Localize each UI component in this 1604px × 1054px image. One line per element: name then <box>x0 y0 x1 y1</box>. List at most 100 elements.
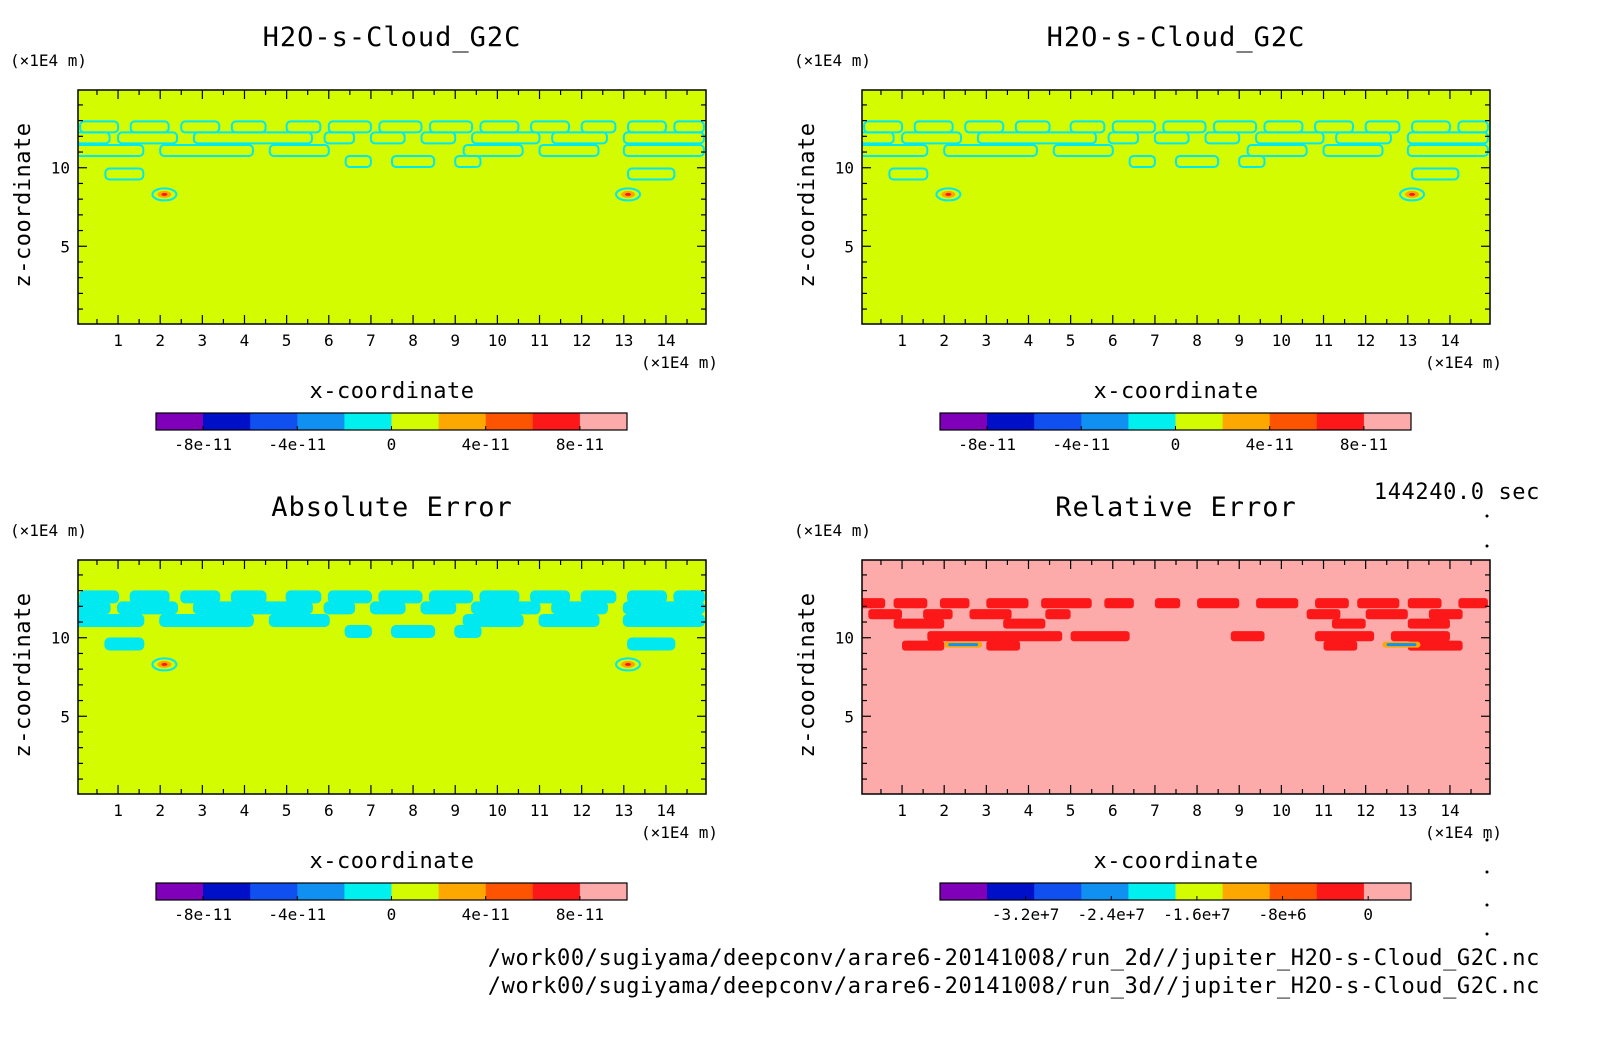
panel-bottom-right: Relative Error(×1E4 m)1 2 3 4 5 6 7 8 9 10 11 12 13 1… <box>794 492 1502 924</box>
x-tick-label: 13 <box>1398 801 1417 820</box>
y-axis-label: z-coordinate <box>11 593 36 758</box>
plot-background <box>862 560 1490 794</box>
x-tick-label: 13 <box>1398 331 1417 350</box>
colorbar-tick-label: -4e-11 <box>268 435 326 454</box>
x-tick-label: 6 <box>1108 331 1118 350</box>
cloud-contour <box>391 154 436 168</box>
x-tick-label: 11 <box>530 801 549 820</box>
cloud-contour <box>268 613 330 627</box>
x-tick-label: 7 <box>366 331 376 350</box>
colorbar-tick-label: -8e+6 <box>1258 905 1306 924</box>
cloud-contour <box>901 131 963 145</box>
error-region <box>923 609 953 620</box>
error-region <box>1306 609 1341 620</box>
colorbar-tick-label: 0 <box>387 435 397 454</box>
colorbar-swatch <box>1175 413 1224 430</box>
x-tick-label: 11 <box>1314 331 1333 350</box>
colorbar-tick-label: 0 <box>1363 905 1373 924</box>
error-region <box>969 609 1012 620</box>
error-region <box>893 598 928 609</box>
colorbar-swatch <box>156 413 204 430</box>
local-max-core <box>625 192 632 196</box>
y-tick-label: 5 <box>844 237 854 256</box>
colorbar-tick-label: 8e-11 <box>556 905 604 924</box>
x-tick-label: 10 <box>488 331 507 350</box>
x-tick-label: 2 <box>155 801 165 820</box>
cloud-contour <box>454 624 482 638</box>
colorbar-tick-label: -4e-11 <box>268 905 326 924</box>
cloud-contour <box>1255 131 1325 145</box>
panel-top-left: H2O-s-Cloud_G2C(×1E4 m)1 2 3 4 5 6 7 8 9 10 11 12 13… <box>10 22 718 454</box>
error-region <box>862 598 886 609</box>
x-tick-label: 9 <box>450 331 460 350</box>
error-region <box>868 609 903 620</box>
x-tick-label: 10 <box>488 801 507 820</box>
cloud-contour <box>378 590 423 604</box>
x-tick-label: 5 <box>282 331 292 350</box>
x-tick-label: 4 <box>240 331 250 350</box>
error-region <box>893 618 945 629</box>
margin-dot <box>1485 544 1489 548</box>
cloud-contour <box>862 143 929 157</box>
cloud-contour <box>673 590 705 604</box>
local-max-contour <box>615 187 642 202</box>
error-region <box>1428 609 1463 620</box>
x-tick-label: 8 <box>408 331 418 350</box>
x-tick-label: 5 <box>1066 801 1076 820</box>
panel-top-right: H2O-s-Cloud_G2C(×1E4 m)1 2 3 4 5 6 7 8 9 10 11 12 13… <box>794 22 1502 454</box>
cloud-contour <box>344 154 372 168</box>
time-label: 144240.0 sec <box>1373 480 1540 505</box>
colorbar-swatch <box>1222 413 1271 430</box>
cloud-contour <box>1411 167 1460 181</box>
error-region <box>1331 618 1366 629</box>
x-tick-label: 10 <box>1272 801 1291 820</box>
colorbar-swatch <box>1316 413 1365 430</box>
colorbar-swatch <box>485 883 534 900</box>
y-axis: 5 10 z-coordinate <box>795 104 1490 310</box>
y-tick-label: 10 <box>835 159 854 178</box>
x-tick-label: 14 <box>1440 801 1459 820</box>
cloud-contour <box>551 601 608 615</box>
x-tick-label: 13 <box>614 331 633 350</box>
x-tick-label: 1 <box>113 331 123 350</box>
x-unit-label: (×1E4 m) <box>641 823 718 842</box>
error-streak-core <box>1386 643 1417 647</box>
colorbar-tick-label: 4e-11 <box>1246 435 1294 454</box>
y-axis: 5 10 z-coordinate <box>11 574 706 780</box>
local-max-contour <box>151 657 178 672</box>
x-tick-label: 12 <box>1356 331 1375 350</box>
cloud-contour <box>192 601 313 615</box>
x-tick-label: 4 <box>1024 331 1034 350</box>
cloud-contour <box>1238 154 1266 168</box>
cloud-contour <box>1128 154 1156 168</box>
colorbar-swatch <box>391 883 440 900</box>
y-unit-label: (×1E4 m) <box>10 51 87 70</box>
y-unit-label: (×1E4 m) <box>794 51 871 70</box>
y-axis: 5 10 z-coordinate <box>795 574 1490 780</box>
x-tick-label: 12 <box>572 801 591 820</box>
colorbar-swatch <box>940 413 988 430</box>
plot-background <box>862 90 1490 324</box>
colorbar-tick-label: 0 <box>1171 435 1181 454</box>
error-region <box>986 598 1029 609</box>
error-region <box>1315 631 1375 642</box>
colorbar-swatch <box>1081 883 1129 900</box>
field-features <box>862 598 1488 651</box>
local-max-core <box>625 662 632 666</box>
cloud-contour <box>285 590 322 604</box>
cloud-contour <box>78 143 145 157</box>
x-tick-label: 1 <box>897 801 907 820</box>
cloud-contour <box>129 590 170 604</box>
panel-title: Absolute Error <box>271 492 513 523</box>
panel-bottom-left: Absolute Error(×1E4 m)1 2 3 4 5 6 7 8 9 10 11 12 13 1… <box>10 492 718 924</box>
cloud-contour <box>104 637 145 651</box>
x-tick-label: 4 <box>240 801 250 820</box>
colorbar-tick-label: 4e-11 <box>462 905 510 924</box>
colorbar-tick-label: 4e-11 <box>462 435 510 454</box>
local-max-core <box>161 662 168 666</box>
error-region <box>1315 598 1349 609</box>
cloud-contour <box>627 637 676 651</box>
cloud-contour <box>976 131 1097 145</box>
colorbar-swatch <box>1316 883 1365 900</box>
colorbar-tick-label: 8e-11 <box>1340 435 1388 454</box>
